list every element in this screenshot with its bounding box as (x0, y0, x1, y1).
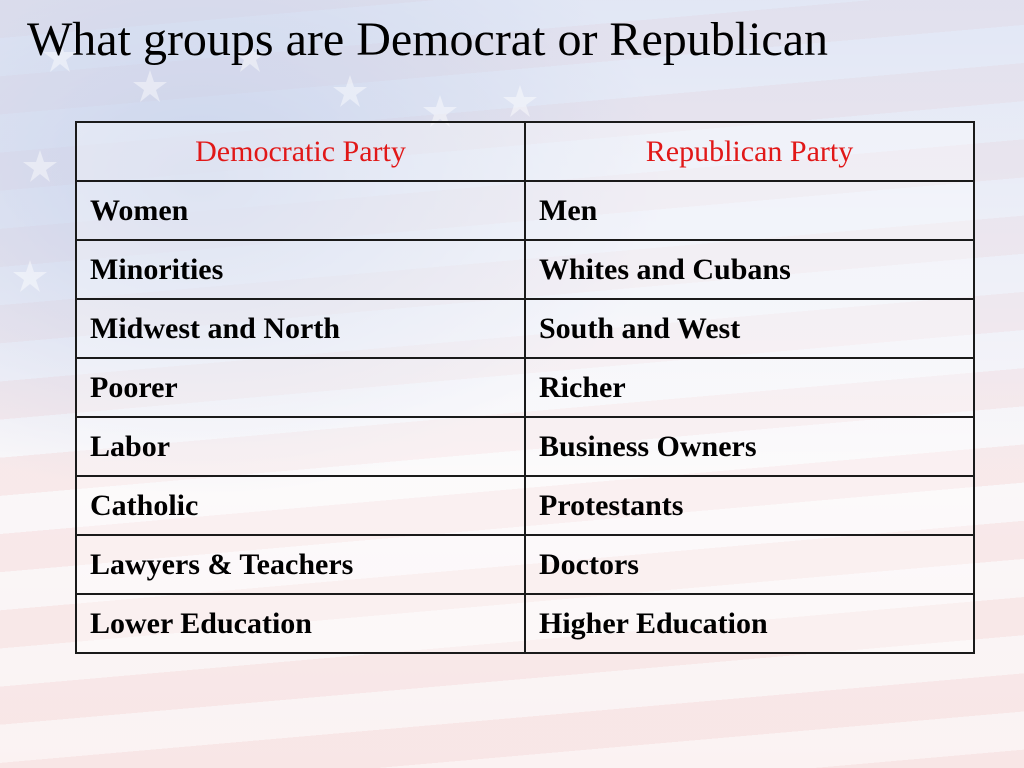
democratic-cell: Women (75, 180, 526, 241)
table-row: Poorer Richer (75, 357, 975, 418)
party-table-container: Democratic Party Republican Party Women … (75, 121, 975, 654)
democratic-cell: Labor (75, 416, 526, 477)
table-row: Minorities Whites and Cubans (75, 239, 975, 300)
slide-title: What groups are Democrat or Republican (27, 13, 829, 66)
democratic-cell: Lawyers & Teachers (75, 534, 526, 595)
democratic-cell: Catholic (75, 475, 526, 536)
democratic-cell: Midwest and North (75, 298, 526, 359)
republican-cell: Business Owners (524, 416, 975, 477)
header-democratic-party: Democratic Party (75, 121, 526, 182)
table-row: Women Men (75, 180, 975, 241)
republican-cell: Whites and Cubans (524, 239, 975, 300)
table-row: Labor Business Owners (75, 416, 975, 477)
table-row: Lawyers & Teachers Doctors (75, 534, 975, 595)
table-row: Midwest and North South and West (75, 298, 975, 359)
table-header-row: Democratic Party Republican Party (75, 121, 975, 182)
democratic-cell: Minorities (75, 239, 526, 300)
republican-cell: Doctors (524, 534, 975, 595)
party-comparison-table: Democratic Party Republican Party Women … (75, 121, 975, 654)
republican-cell: Higher Education (524, 593, 975, 654)
republican-cell: South and West (524, 298, 975, 359)
header-republican-party: Republican Party (524, 121, 975, 182)
republican-cell: Protestants (524, 475, 975, 536)
table-row: Catholic Protestants (75, 475, 975, 536)
democratic-cell: Poorer (75, 357, 526, 418)
table-row: Lower Education Higher Education (75, 593, 975, 654)
republican-cell: Men (524, 180, 975, 241)
democratic-cell: Lower Education (75, 593, 526, 654)
republican-cell: Richer (524, 357, 975, 418)
